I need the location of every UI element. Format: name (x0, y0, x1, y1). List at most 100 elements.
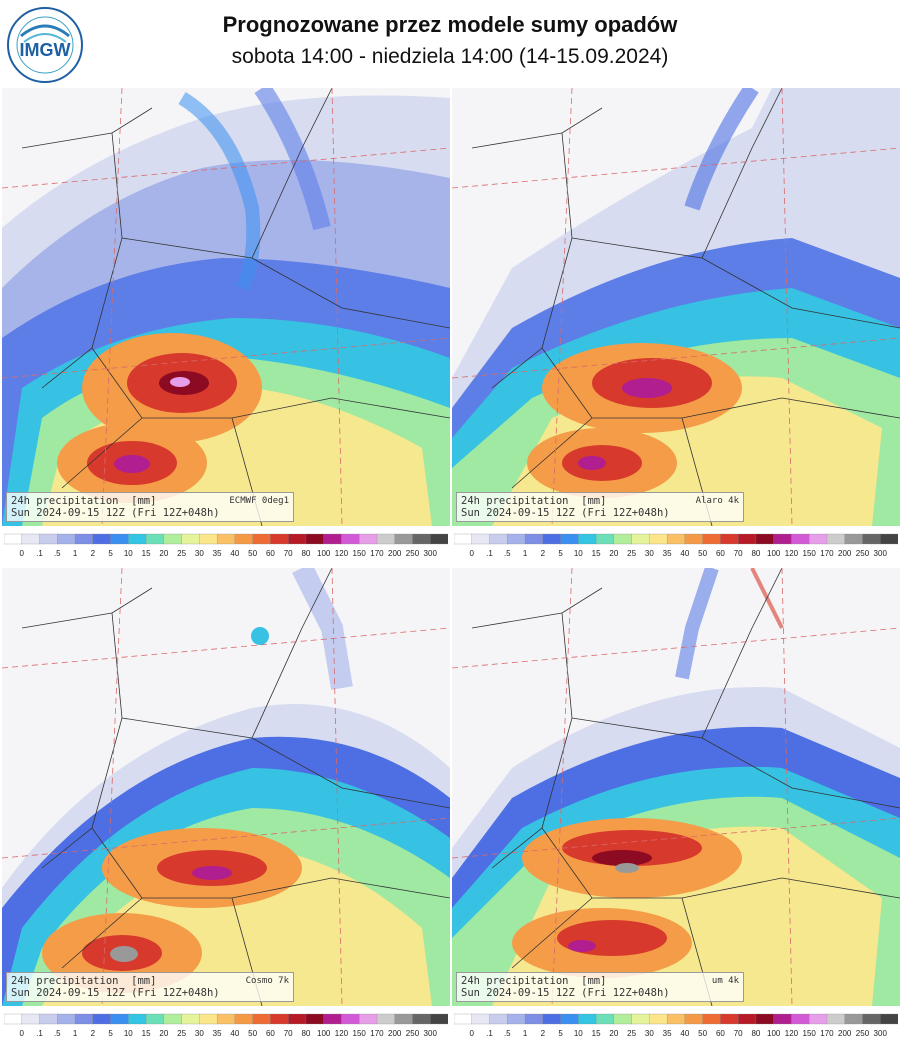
colorbar-tick-label: 15 (142, 1029, 151, 1038)
colorbar-tick-label: 170 (820, 549, 834, 558)
colorbar-swatch (270, 533, 289, 545)
colorbar-tick-label: 1 (523, 1029, 528, 1038)
colorbar-swatch (3, 1013, 23, 1025)
colorbar-svg: 0.1.5 1 2 5 10 15 20 25 30 35 40 50 60 70 80 100 120 150 1… (3, 1013, 449, 1038)
colorbar-swatch (359, 1013, 378, 1025)
colorbar-swatch (305, 1013, 325, 1025)
colorbar-tick-label: 25 (627, 1029, 636, 1038)
colorbar-tick-label: 100 (767, 1029, 781, 1038)
colorbar-swatch (791, 1013, 810, 1025)
colorbar-swatch (702, 1013, 721, 1025)
colorbar-tick-label: 50 (698, 549, 707, 558)
colorbar-swatch (270, 1013, 289, 1025)
variable-label: 24h precipitation (11, 495, 119, 507)
colorbar-tick-label: 15 (592, 549, 601, 558)
colorbar-tick-label: 20 (609, 1029, 618, 1038)
unit-label: [mm] (131, 975, 157, 987)
colorbar-tick-label: .5 (504, 1029, 511, 1038)
colorbar-tick-label: 100 (767, 549, 781, 558)
colorbar-swatch (453, 533, 473, 545)
colorbar-tick-label: 35 (663, 1029, 672, 1038)
colorbar-swatch (216, 533, 236, 545)
colorbar-tick-label: 2 (91, 1029, 96, 1038)
colorbar-swatch (826, 1013, 846, 1025)
panel-info-box: 24h precipitation [mm] Alaro 4k Sun 2024… (456, 492, 744, 522)
colorbar-tick-label: 170 (370, 1029, 384, 1038)
colorbar-tick-label: 120 (335, 549, 349, 558)
colorbar-swatch (507, 1013, 526, 1025)
panel-info-box: 24h precipitation [mm] um 4k Sun 2024-09… (456, 972, 744, 1002)
colorbar-tick-label: 80 (751, 549, 760, 558)
colorbar-tick-label: 70 (284, 549, 293, 558)
colorbar-swatch (145, 533, 165, 545)
colorbar-tick-label: .1 (486, 549, 493, 558)
colorbar-swatch (92, 533, 112, 545)
colorbar-tick-label: 30 (195, 549, 204, 558)
colorbar-tick-label: 150 (803, 1029, 817, 1038)
colorbar-swatch (613, 1013, 633, 1025)
colorbar-swatch (199, 533, 218, 545)
colorbar-swatch (578, 1013, 597, 1025)
colorbar-swatch (684, 533, 704, 545)
colorbar-tick-label: 5 (108, 1029, 113, 1038)
colorbar-swatch (844, 533, 863, 545)
panel-info-box: 24h precipitation [mm] ECMWF 0deg1 Sun 2… (6, 492, 294, 522)
colorbar-tick-label: 40 (680, 549, 689, 558)
colorbar-swatch (216, 1013, 236, 1025)
colorbar-tick-label: 25 (177, 1029, 186, 1038)
colorbar-tick-label: 200 (838, 549, 852, 558)
colorbar-swatch (578, 533, 597, 545)
valid-time: Sun 2024-09-15 12Z (461, 987, 575, 999)
colorbar-swatch (755, 1013, 775, 1025)
colorbar-tick-label: 15 (592, 1029, 601, 1038)
colorbar-tick-label: 25 (627, 549, 636, 558)
colorbar-swatch (376, 1013, 396, 1025)
colorbar-swatch (773, 1013, 792, 1025)
colorbar-tick-label: 170 (370, 549, 384, 558)
run-time: (Fri 12Z+048h) (131, 507, 220, 519)
colorbar-tick-label: 1 (73, 1029, 78, 1038)
colorbar-swatch (376, 533, 396, 545)
run-time: (Fri 12Z+048h) (581, 507, 670, 519)
colorbar-tick-label: 120 (335, 1029, 349, 1038)
colorbar-swatch (57, 1013, 76, 1025)
colorbar-swatch (305, 533, 325, 545)
colorbar-svg: 0.1.5 1 2 5 10 15 20 25 30 35 40 50 60 70 80 100 120 150 1… (453, 533, 899, 558)
colorbar-swatch (21, 1013, 40, 1025)
colorbar-tick-label: 60 (266, 549, 275, 558)
colorbar-swatch (542, 533, 562, 545)
colorbar-tick-label: .1 (36, 1029, 43, 1038)
colorbar-swatch (791, 533, 810, 545)
colorbar-swatch (341, 533, 360, 545)
colorbar-swatch (394, 533, 413, 545)
colorbar-tick-label: 2 (541, 1029, 546, 1038)
map-panel-um: 24h precipitation [mm] um 4k Sun 2024-09… (452, 568, 900, 1006)
colorbar-tick-label: 120 (785, 549, 799, 558)
colorbar-swatch (234, 1013, 254, 1025)
colorbar-swatch (163, 1013, 183, 1025)
colorbar-tick-label: 5 (558, 1029, 563, 1038)
colorbar-swatch (666, 533, 686, 545)
colorbar-tick-label: 200 (838, 1029, 852, 1038)
logo-text: IMGW (20, 40, 71, 60)
colorbar-swatch (92, 1013, 112, 1025)
colorbar-swatch (489, 1013, 508, 1025)
precip-map (2, 88, 450, 526)
colorbar-swatch (844, 1013, 863, 1025)
variable-label: 24h precipitation (461, 975, 569, 987)
colorbar-swatch (453, 1013, 473, 1025)
colorbar-svg: 0.1.5 1 2 5 10 15 20 25 30 35 40 50 60 70 80 100 120 150 1… (453, 1013, 899, 1038)
colorbar-swatch (613, 533, 633, 545)
model-label: ECMWF 0deg1 (229, 496, 289, 506)
run-time: (Fri 12Z+048h) (131, 987, 220, 999)
colorbar-tick-label: 100 (317, 1029, 331, 1038)
colorbar-swatch (649, 1013, 668, 1025)
colorbar-tick-label: 80 (301, 549, 310, 558)
map-panel-cosmo: 24h precipitation [mm] Cosmo 7k Sun 2024… (2, 568, 450, 1006)
colorbar-alaro: 0.1.5 1 2 5 10 15 20 25 30 35 40 50 60 70 80 100 120 150 1… (453, 532, 899, 560)
colorbar-swatch (39, 1013, 58, 1025)
colorbar-swatch (826, 533, 846, 545)
colorbar-tick-label: .5 (54, 1029, 61, 1038)
colorbar-swatch (560, 533, 579, 545)
model-label: Cosmo 7k (245, 976, 289, 986)
